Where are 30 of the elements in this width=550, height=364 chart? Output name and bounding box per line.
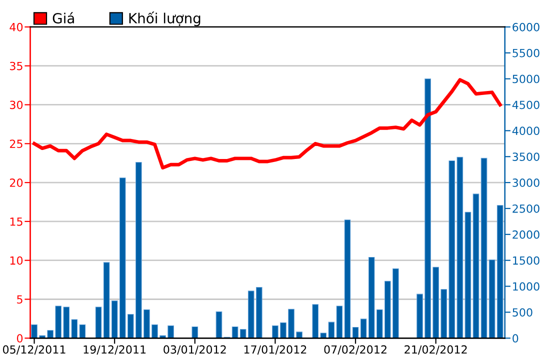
y-tick-label: 25 <box>10 140 22 148</box>
y2-tick-label: 2000 <box>512 230 540 239</box>
y-tick-label: 0 <box>16 334 23 343</box>
x-tick-label: 17/01/2012 <box>244 345 306 355</box>
legend-label: Khối lượng <box>129 12 200 26</box>
y2-tick-label: 1500 <box>513 256 540 265</box>
y2-tick-label: 3000 <box>512 178 540 187</box>
y2-tick-label: 500 <box>512 308 532 317</box>
y2-tick-label: 1000 <box>513 282 540 291</box>
x-tick-label: 07/02/2012 <box>324 345 386 355</box>
y2-tick-label: 5000 <box>512 74 540 84</box>
x-tick-label: 03/01/2012 <box>164 345 226 355</box>
y-tick-label: 20 <box>10 178 23 187</box>
y-tick-label: 10 <box>10 256 23 265</box>
y2-tick-label: 4000 <box>512 126 540 136</box>
y2-tick-label: 6000 <box>512 22 540 32</box>
x-tick-label: 21/02/2012 <box>404 345 467 355</box>
y-tick-label: 30 <box>10 100 23 110</box>
legend-label: Giá <box>52 12 74 24</box>
y2-tick-label: 4500 <box>512 100 540 110</box>
x-tick-label: 05/12/2011 <box>2 345 66 355</box>
y2-tick-label: 0 <box>512 334 518 343</box>
y-tick-label: 40 <box>10 22 23 32</box>
x-tick-label: 19/12/2011 <box>84 345 146 355</box>
y2-tick-label: 2500 <box>512 204 540 213</box>
y2-tick-label: 5500 <box>512 48 540 58</box>
y-tick-label: 5 <box>17 295 22 304</box>
y-tick-label: 35 <box>10 62 22 70</box>
y-tick-label: 15 <box>10 218 22 226</box>
y2-tick-label: 3500 <box>512 152 540 161</box>
